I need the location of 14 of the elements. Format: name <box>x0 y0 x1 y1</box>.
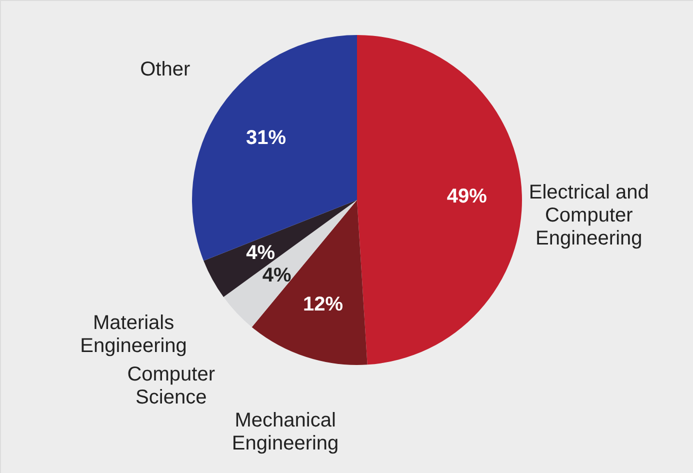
pie-slice <box>224 200 357 328</box>
slice-label: Other <box>140 58 190 81</box>
data-label: 4% <box>246 242 276 264</box>
slice-label: Mechanical Engineering <box>232 410 339 455</box>
pie-slice <box>192 35 357 261</box>
pie-slice <box>357 35 522 365</box>
data-label: 4% <box>262 264 292 286</box>
data-label: 12% <box>302 294 344 316</box>
slice-label: Computer Science <box>127 364 216 409</box>
data-label: 49% <box>446 186 488 208</box>
slice-label: Materials Engineering <box>80 312 187 357</box>
slice-label: Electrical and Computer Engineering <box>528 182 649 250</box>
pie-slice <box>204 200 357 297</box>
data-label: 31% <box>246 127 286 150</box>
